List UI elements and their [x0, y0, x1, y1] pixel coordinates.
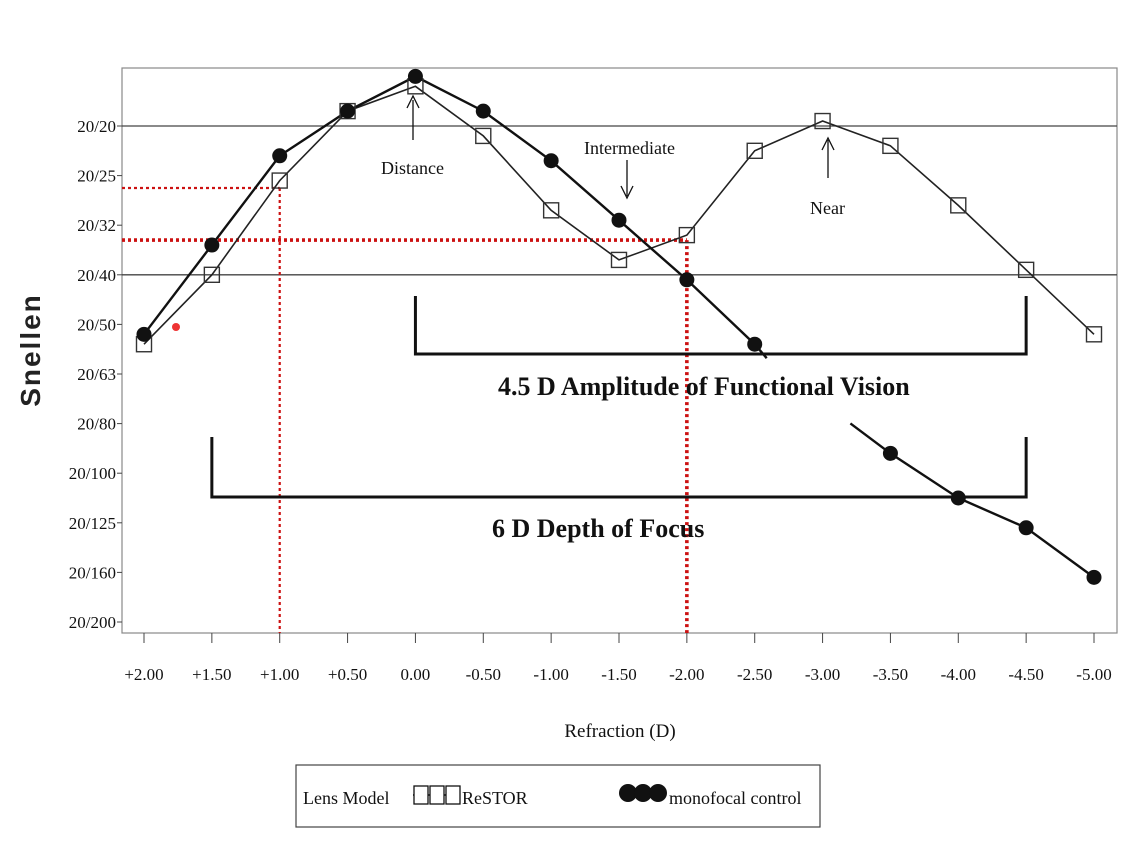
x-tick-label: -2.00	[669, 665, 704, 684]
legend: Lens Model ReSTOR monofocal control	[295, 764, 821, 828]
reference-lines	[122, 125, 1117, 276]
restor-point	[542, 202, 560, 219]
y-tick-label: 20/40	[77, 266, 116, 285]
depth-bracket	[210, 437, 1028, 499]
restor-point	[678, 226, 696, 244]
distance-annotation: Distance	[381, 94, 444, 178]
x-tick-label: -1.00	[533, 665, 568, 684]
x-tick-label: 0.00	[401, 665, 431, 684]
restor-point	[203, 266, 221, 283]
x-tick-label: +1.00	[260, 665, 299, 684]
x-tick-label: -4.00	[941, 665, 976, 684]
y-tick-label: 20/200	[69, 613, 116, 632]
restor-point	[475, 127, 492, 145]
y-tick-label: 20/80	[77, 415, 116, 434]
legend-title: Lens Model	[303, 788, 389, 808]
monofocal-point	[340, 103, 356, 119]
x-tick-label: -3.00	[805, 665, 840, 684]
monofocal-point	[272, 148, 288, 164]
restor-point	[271, 172, 288, 189]
monofocal-point	[679, 272, 695, 288]
restor-point	[610, 251, 628, 269]
restor-point	[950, 197, 967, 214]
monofocal-point	[747, 336, 763, 352]
x-tick-label: +1.50	[192, 665, 231, 684]
x-axis-ticks: +2.00 +1.50 +1.00 +0.50 0.00 -0.50 -1.00 -1.50 -…	[124, 633, 1112, 684]
x-tick-label: -0.50	[466, 665, 501, 684]
restor-point	[1017, 261, 1035, 279]
restor-point	[814, 112, 831, 130]
monofocal-point	[1018, 520, 1034, 536]
y-axis-ticks: 20/20 20/25 20/32 20/40 20/50 20/63 20/80 20/10…	[69, 117, 122, 632]
monofocal-point	[882, 445, 898, 461]
x-axis-title: Refraction (D)	[564, 721, 675, 742]
y-tick-label: 20/25	[77, 167, 116, 186]
restor-point	[882, 137, 899, 155]
monofocal-point	[1086, 569, 1102, 585]
amplitude-bracket	[413, 296, 1028, 356]
y-tick-label: 20/100	[69, 464, 116, 483]
intermediate-annotation: Intermediate	[584, 138, 675, 200]
restor-point	[746, 142, 763, 160]
range-brackets	[210, 296, 1028, 499]
restor-point	[1085, 326, 1103, 343]
monofocal-point	[136, 326, 152, 342]
intermediate-label: Intermediate	[584, 138, 675, 158]
y-tick-label: 20/20	[77, 117, 116, 136]
y-axis-title: Snellen	[15, 293, 46, 407]
x-tick-label: -1.50	[601, 665, 636, 684]
monofocal-point	[611, 212, 627, 228]
x-tick-label: +2.00	[124, 665, 163, 684]
distance-label: Distance	[381, 158, 444, 178]
x-tick-label: -2.50	[737, 665, 772, 684]
x-tick-label: -3.50	[873, 665, 908, 684]
x-tick-label: +0.50	[328, 665, 367, 684]
monofocal-point	[204, 237, 220, 253]
legend-monofocal-symbol	[619, 784, 667, 802]
amplitude-label: 4.5 D Amplitude of Functional Vision	[498, 372, 910, 401]
y-tick-label: 20/160	[69, 563, 116, 582]
y-tick-label: 20/63	[77, 365, 116, 384]
x-tick-label: -5.00	[1076, 665, 1111, 684]
near-label: Near	[810, 198, 845, 218]
y-tick-label: 20/32	[77, 216, 116, 235]
y-tick-label: 20/50	[77, 315, 116, 334]
monofocal-point	[475, 103, 491, 119]
series-markers	[135, 68, 1103, 585]
y-tick-label: 20/125	[69, 514, 116, 533]
depth-label: 6 D Depth of Focus	[492, 514, 704, 543]
legend-box	[295, 764, 821, 828]
legend-restor-symbol	[413, 785, 461, 805]
x-tick-label: -4.50	[1008, 665, 1043, 684]
series-line-monofocal	[143, 75, 768, 359]
monofocal-point	[543, 153, 559, 169]
red-dot	[172, 323, 180, 331]
legend-entry-restor: ReSTOR	[462, 788, 528, 808]
series-line-restor	[143, 85, 1095, 345]
legend-entry-monofocal: monofocal control	[669, 788, 801, 808]
monofocal-point	[950, 490, 966, 506]
guide-lines	[122, 186, 689, 633]
near-annotation: Near	[810, 136, 845, 218]
monofocal-point	[407, 68, 423, 84]
series-line-monofocal	[849, 422, 1095, 579]
